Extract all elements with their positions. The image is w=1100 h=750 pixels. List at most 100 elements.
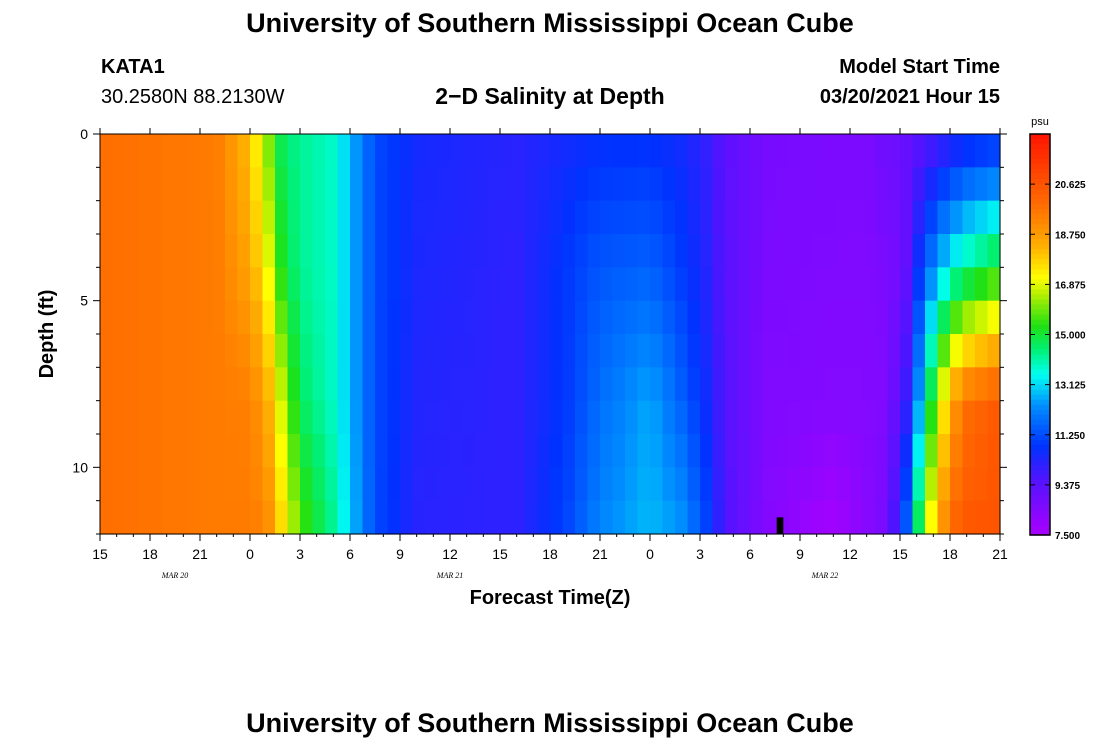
- heatmap-cell: [662, 334, 676, 368]
- heatmap-cell: [687, 134, 701, 168]
- heatmap-cell: [487, 400, 501, 435]
- heatmap-cell: [200, 500, 214, 535]
- heatmap-cell: [150, 367, 164, 402]
- heatmap-cell: [887, 467, 901, 502]
- heatmap-cell: [225, 167, 239, 202]
- heatmap-cell: [587, 367, 601, 402]
- heatmap-cell: [187, 500, 201, 535]
- colorbar-segment: [1030, 189, 1050, 195]
- heatmap-cell: [125, 167, 139, 202]
- heatmap-cell: [625, 267, 639, 302]
- heatmap-cell: [500, 500, 514, 535]
- heatmap-cell: [662, 367, 676, 402]
- heatmap-cell: [437, 334, 451, 368]
- heatmap-cell: [312, 500, 326, 535]
- heatmap-cell: [225, 367, 239, 402]
- heatmap-cell: [225, 134, 239, 168]
- heatmap-cell: [412, 500, 426, 535]
- heatmap-cell: [787, 467, 801, 502]
- colorbar-segment: [1030, 329, 1050, 336]
- heatmap-cell: [200, 334, 214, 368]
- heatmap-cell: [812, 134, 826, 168]
- heatmap-cell: [975, 367, 989, 402]
- heatmap-cell: [737, 134, 751, 168]
- heatmap-cell: [637, 500, 651, 535]
- heatmap-cell: [562, 400, 576, 435]
- heatmap-cell: [412, 367, 426, 402]
- heatmap-cell: [400, 500, 414, 535]
- colorbar-segment: [1030, 474, 1050, 481]
- x-tick-label: 21: [992, 546, 1008, 562]
- heatmap-cell: [562, 367, 576, 402]
- heatmap-cell: [450, 300, 464, 335]
- heatmap-cell: [162, 334, 176, 368]
- heatmap-cell: [675, 300, 689, 335]
- heatmap-cell: [600, 434, 614, 468]
- colorbar-segment: [1030, 194, 1050, 200]
- heatmap-cell: [937, 234, 951, 268]
- heatmap-cell: [625, 334, 639, 368]
- heatmap-cell: [187, 300, 201, 335]
- heatmap-cell: [875, 267, 889, 302]
- heatmap-cell: [862, 434, 876, 468]
- heatmap-cell: [700, 400, 714, 435]
- heatmap-cell: [625, 300, 639, 335]
- heatmap-cell: [250, 434, 264, 468]
- heatmap-cell: [762, 167, 776, 202]
- heatmap-cell: [337, 234, 351, 268]
- heatmap-cell: [925, 500, 939, 535]
- heatmap-cell: [150, 234, 164, 268]
- heatmap-cell: [937, 367, 951, 402]
- heatmap-cell: [512, 234, 526, 268]
- heatmap-cell: [150, 200, 164, 235]
- heatmap-cell: [775, 300, 789, 335]
- heatmap-cell: [687, 500, 701, 535]
- heatmap-cell: [850, 334, 864, 368]
- heatmap-cell: [975, 334, 989, 368]
- heatmap-cell: [987, 167, 1001, 202]
- heatmap-cell: [825, 334, 839, 368]
- y-tick-label: 10: [72, 459, 88, 475]
- heatmap-cell: [912, 234, 926, 268]
- heatmap-cell: [475, 267, 489, 302]
- colorbar-segment: [1030, 234, 1050, 240]
- heatmap-cell: [912, 434, 926, 468]
- colorbar-segment: [1030, 384, 1050, 391]
- heatmap-cell: [687, 434, 701, 468]
- heatmap-cell: [875, 500, 889, 535]
- heatmap-cell: [737, 500, 751, 535]
- heatmap-cell: [887, 267, 901, 302]
- heatmap-cell: [812, 234, 826, 268]
- heatmap-cell: [162, 400, 176, 435]
- heatmap-cell: [525, 434, 539, 468]
- heatmap-cell: [625, 500, 639, 535]
- heatmap-cell: [450, 167, 464, 202]
- heatmap-cell: [612, 134, 626, 168]
- colorbar-tick-label: 18.750: [1055, 230, 1086, 241]
- heatmap-cell: [850, 400, 864, 435]
- heatmap-cell: [687, 300, 701, 335]
- heatmap-cell: [725, 434, 739, 468]
- heatmap-cell: [712, 334, 726, 368]
- heatmap-cell: [500, 200, 514, 235]
- heatmap-cell: [950, 334, 964, 368]
- heatmap-cell: [612, 334, 626, 368]
- heatmap-cell: [175, 200, 189, 235]
- heatmap-cell: [175, 167, 189, 202]
- colorbar-segment: [1030, 399, 1050, 406]
- heatmap-cell: [200, 400, 214, 435]
- heatmap-cell: [850, 300, 864, 335]
- colorbar-segment: [1030, 454, 1050, 461]
- heatmap-cell: [450, 334, 464, 368]
- heatmap-cell: [850, 434, 864, 468]
- heatmap-cell: [337, 267, 351, 302]
- colorbar-segment: [1030, 349, 1050, 356]
- heatmap-cell: [825, 467, 839, 502]
- heatmap-cell: [150, 434, 164, 468]
- colorbar-segment: [1030, 344, 1050, 351]
- heatmap-cell: [650, 500, 664, 535]
- colorbar-segment: [1030, 254, 1050, 260]
- heatmap-cell: [525, 367, 539, 402]
- heatmap-cell: [800, 467, 814, 502]
- heatmap-cell: [662, 467, 676, 502]
